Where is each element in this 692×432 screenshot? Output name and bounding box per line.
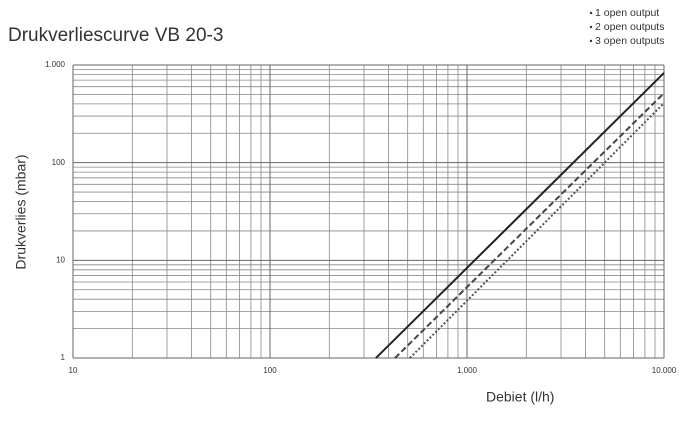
legend-bullet bbox=[589, 11, 593, 15]
chart-title: Drukverliescurve VB 20-3 bbox=[8, 25, 223, 46]
x-axis-label: Debiet (l/h) bbox=[486, 389, 554, 405]
y-tick-label: 10 bbox=[56, 255, 65, 264]
legend-bullet bbox=[589, 25, 593, 29]
y-axis-label: Drukverlies (mbar) bbox=[13, 154, 29, 269]
x-tick-label: 100 bbox=[263, 366, 277, 375]
x-tick-label: 1.000 bbox=[457, 366, 478, 375]
legend-bullet bbox=[589, 39, 593, 43]
legend-label: 2 open outputs bbox=[595, 21, 664, 33]
x-tick-label: 10 bbox=[69, 366, 78, 375]
x-tick-label: 10.000 bbox=[652, 366, 677, 375]
y-tick-label: 1.000 bbox=[45, 60, 66, 69]
legend-label: 1 open output bbox=[595, 7, 659, 19]
y-tick-label: 1 bbox=[61, 353, 66, 362]
y-tick-label: 100 bbox=[52, 158, 66, 167]
legend-label: 3 open outputs bbox=[595, 35, 664, 47]
data-line bbox=[375, 72, 665, 359]
